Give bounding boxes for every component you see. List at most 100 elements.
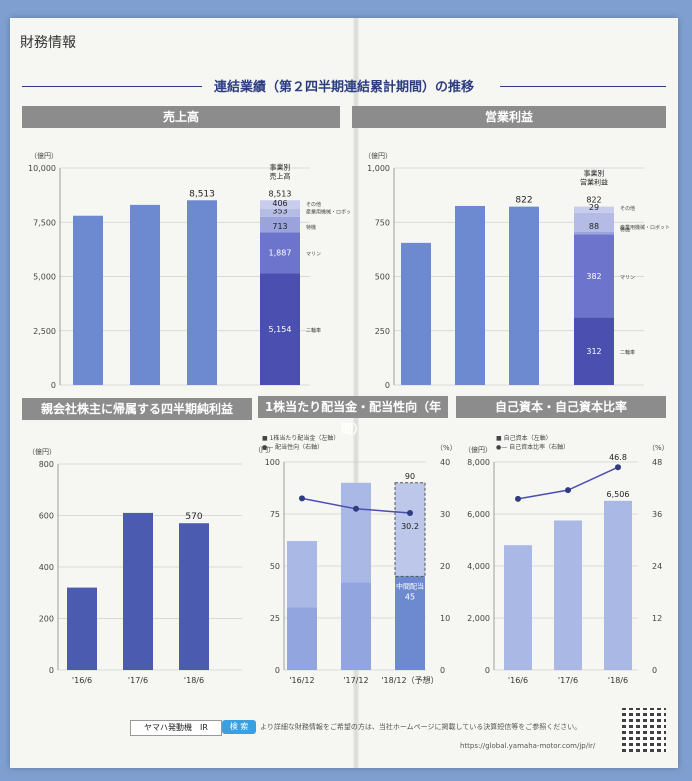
stack-name-label: マリン	[620, 275, 635, 281]
y-tick-label: 750	[375, 218, 390, 227]
bar-interim	[395, 576, 425, 670]
y2-axis-unit: （%）	[648, 444, 669, 452]
chart-dividend: （円） 0 25 50 75 100 （%） 0 10 20 30 40 ■ 1株当たり配当金（左軸）●…	[254, 434, 456, 685]
ratio-line	[517, 466, 619, 500]
data-label: 570	[185, 512, 202, 522]
header-dividend: 1株当たり配当金・配当性向（年間）	[258, 396, 448, 436]
bar-interim	[287, 607, 317, 670]
stack-name-label: 産業用機械・ロボット	[620, 224, 670, 231]
y2-tick-label: 0	[652, 666, 657, 675]
search-button[interactable]: 検 索	[222, 720, 256, 734]
x-tick-label: '16/6	[72, 676, 92, 685]
y-tick-label: 100	[265, 458, 280, 467]
y-tick-label: 200	[39, 615, 54, 624]
x-tick-label: '16/6	[78, 391, 98, 392]
legend-line: ●— 配当性向（右軸）	[262, 443, 323, 451]
ratio-label: 30.2	[401, 522, 419, 531]
stack-name-label: その他	[620, 205, 635, 212]
y-tick-label: 600	[39, 512, 54, 521]
stack-segment	[574, 234, 614, 318]
header-net-income: 親会社株主に帰属する四半期純利益	[22, 398, 252, 420]
x-tick-label: '17/6	[135, 391, 155, 392]
y-tick-label: 0	[49, 666, 54, 675]
y2-tick-label: 24	[652, 562, 662, 571]
footer-url[interactable]: https://global.yamaha-motor.com/jp/ir/	[460, 742, 596, 750]
bar	[455, 205, 485, 385]
ratio-point	[515, 495, 521, 502]
stack-name-label: 二輪車	[306, 327, 321, 334]
stack-name-label: 産業用機械・ロボット	[306, 209, 350, 216]
breakdown-title: 事業別	[270, 162, 291, 171]
stack-name-label: その他	[306, 201, 321, 208]
section-title: 財務情報	[20, 35, 76, 51]
bar	[179, 523, 209, 670]
search-keyword-box[interactable]: ヤマハ発動機 IR	[130, 720, 222, 736]
breakdown-total: 8,513	[269, 189, 292, 198]
interim-value: 45	[405, 592, 415, 601]
stack-value-label: 382	[586, 272, 601, 281]
bar	[130, 204, 160, 385]
y-axis-unit: （億円）	[30, 151, 58, 160]
bar	[604, 500, 632, 670]
bar	[73, 215, 103, 385]
data-label: 822	[515, 196, 532, 206]
y2-axis-unit: （%）	[436, 444, 456, 452]
ratio-point	[353, 505, 359, 512]
bar	[504, 545, 532, 670]
y-tick-label: 1,000	[367, 164, 390, 173]
stack-segment	[260, 209, 300, 217]
stack-value-label: 5,154	[269, 325, 292, 334]
y-tick-label: 2,000	[467, 614, 490, 623]
ratio-point	[299, 495, 305, 502]
stack-segment	[574, 206, 614, 213]
header-equity: 自己資本・自己資本比率	[456, 396, 666, 418]
stack-value-label: 353	[272, 207, 287, 216]
stack-segment	[260, 200, 300, 210]
stack-value-label: 88	[589, 222, 599, 231]
y-tick-label: 0	[51, 381, 56, 390]
breakdown-title: 営業利益	[580, 178, 608, 187]
legend-bar: ■ 1株当たり配当金（左軸）	[262, 434, 339, 442]
breakdown-total: 822	[586, 196, 601, 205]
total-label: 90	[405, 472, 415, 481]
breakdown-title: 事業別	[584, 169, 605, 178]
y2-tick-label: 10	[440, 614, 450, 623]
bar	[123, 512, 153, 670]
ratio-label: 46.8	[609, 453, 627, 462]
y-tick-label: 5,000	[33, 273, 56, 282]
x-tick-label: '18/6	[514, 391, 534, 392]
stack-value-label: 406	[272, 199, 287, 208]
y-tick-label: 10,000	[28, 164, 56, 173]
y2-tick-label: 20	[440, 562, 450, 571]
chart-equity: （億円） 0 2,000 4,000 6,000 8,000 （%） 0 12 24 36 48 ■ 自…	[464, 434, 669, 685]
x-tick-label: '17/6	[558, 676, 578, 685]
title-rule-left	[22, 86, 202, 87]
y-tick-label: 75	[270, 510, 280, 519]
stack-value-label: 713	[272, 222, 287, 231]
chart-sales: （億円） 0 2,500 5,000 7,500 10,000 '16/6 '17/6 '18/…	[28, 151, 350, 392]
x-tick-label: '18/6	[192, 391, 212, 392]
y-axis-unit: （円）	[254, 446, 275, 454]
x-tick-label: '18/6	[608, 676, 628, 685]
data-label: 8,513	[189, 189, 215, 199]
x-tick-label: '17/12	[343, 676, 368, 685]
stack-name-label: 特機	[620, 226, 630, 233]
y-tick-label: 0	[485, 666, 490, 675]
stack-segment	[260, 232, 300, 274]
brochure-page: 財務情報 連結業績（第２四半期連結累計期間）の推移 売上高 営業利益 親会社株主…	[10, 18, 678, 768]
header-operating-income: 営業利益	[352, 106, 666, 128]
y-tick-label: 8,000	[467, 458, 490, 467]
y2-tick-label: 48	[652, 458, 662, 467]
y-axis-unit: （億円）	[28, 447, 56, 456]
stack-segment	[574, 212, 614, 233]
bar	[554, 520, 582, 670]
y-tick-label: 7,500	[33, 218, 56, 227]
bar	[67, 587, 97, 670]
y-axis-unit: （億円）	[364, 151, 392, 160]
y2-tick-label: 0	[440, 666, 445, 675]
stack-name-label: 二輪車	[620, 349, 635, 356]
y2-tick-label: 30	[440, 510, 450, 519]
title-rule-right	[500, 86, 666, 87]
legend-bar: ■ 自己資本（左軸）	[496, 434, 552, 442]
y-tick-label: 25	[270, 614, 280, 623]
